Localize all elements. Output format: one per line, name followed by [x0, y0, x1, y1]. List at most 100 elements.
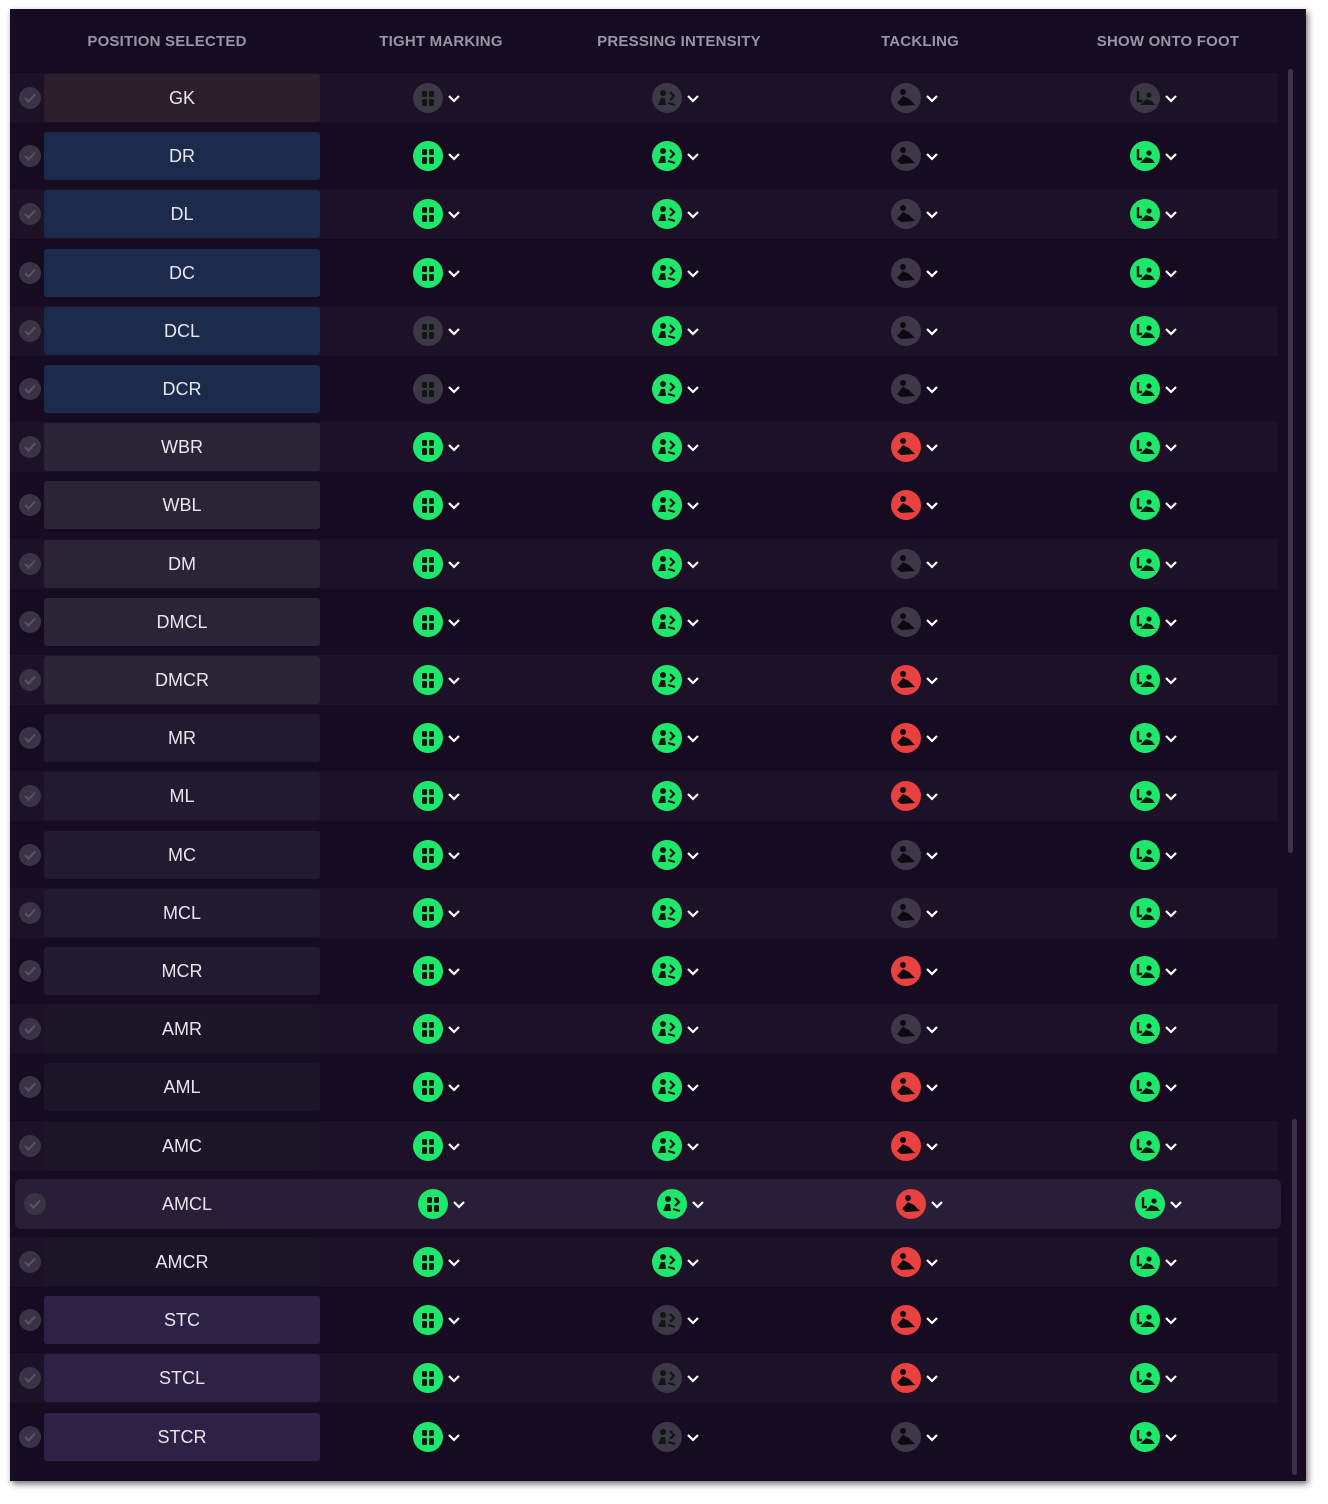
check-icon[interactable]	[19, 1076, 41, 1098]
pressing-intensity-dropdown[interactable]	[652, 781, 710, 811]
pressing-intensity-dropdown[interactable]	[652, 898, 710, 928]
position-label[interactable]: STCL	[44, 1354, 320, 1402]
pressing-intensity-dropdown[interactable]	[652, 665, 710, 695]
show-onto-foot-dropdown[interactable]	[1130, 1363, 1188, 1393]
position-label[interactable]: MCR	[44, 947, 320, 995]
show-onto-foot-dropdown[interactable]	[1130, 956, 1188, 986]
check-icon[interactable]	[19, 87, 41, 109]
scrollbar-secondary[interactable]	[1292, 1119, 1297, 1475]
show-onto-foot-dropdown[interactable]	[1130, 316, 1188, 346]
tackling-dropdown[interactable]	[891, 549, 949, 579]
check-icon[interactable]	[19, 902, 41, 924]
tackling-dropdown[interactable]	[891, 1363, 949, 1393]
tackling-dropdown[interactable]	[891, 490, 949, 520]
tackling-dropdown[interactable]	[896, 1189, 954, 1219]
tackling-dropdown[interactable]	[891, 956, 949, 986]
position-label[interactable]: AMC	[44, 1122, 320, 1170]
show-onto-foot-dropdown[interactable]	[1130, 549, 1188, 579]
tight-marking-dropdown[interactable]	[413, 1014, 471, 1044]
show-onto-foot-dropdown[interactable]	[1130, 374, 1188, 404]
tackling-dropdown[interactable]	[891, 1014, 949, 1044]
show-onto-foot-dropdown[interactable]	[1130, 1014, 1188, 1044]
tackling-dropdown[interactable]	[891, 83, 949, 113]
tight-marking-dropdown[interactable]	[418, 1189, 476, 1219]
tackling-dropdown[interactable]	[891, 316, 949, 346]
tight-marking-dropdown[interactable]	[413, 432, 471, 462]
show-onto-foot-dropdown[interactable]	[1130, 1422, 1188, 1452]
position-label[interactable]: ML	[44, 772, 320, 820]
show-onto-foot-dropdown[interactable]	[1130, 665, 1188, 695]
position-label[interactable]: MR	[44, 714, 320, 762]
tackling-dropdown[interactable]	[891, 1422, 949, 1452]
show-onto-foot-dropdown[interactable]	[1130, 898, 1188, 928]
position-label[interactable]: DL	[44, 190, 320, 238]
show-onto-foot-dropdown[interactable]	[1130, 490, 1188, 520]
pressing-intensity-dropdown[interactable]	[652, 83, 710, 113]
check-icon[interactable]	[19, 844, 41, 866]
tight-marking-dropdown[interactable]	[413, 1131, 471, 1161]
check-icon[interactable]	[19, 494, 41, 516]
tight-marking-dropdown[interactable]	[413, 1422, 471, 1452]
position-label[interactable]: WBR	[44, 423, 320, 471]
position-label[interactable]: DCL	[44, 307, 320, 355]
show-onto-foot-dropdown[interactable]	[1130, 781, 1188, 811]
check-icon[interactable]	[24, 1193, 46, 1215]
show-onto-foot-dropdown[interactable]	[1130, 1305, 1188, 1335]
pressing-intensity-dropdown[interactable]	[652, 141, 710, 171]
show-onto-foot-dropdown[interactable]	[1130, 723, 1188, 753]
check-icon[interactable]	[19, 960, 41, 982]
tackling-dropdown[interactable]	[891, 432, 949, 462]
position-label[interactable]: GK	[44, 74, 320, 122]
check-icon[interactable]	[19, 145, 41, 167]
position-label[interactable]: AMCL	[49, 1180, 325, 1228]
tight-marking-dropdown[interactable]	[413, 781, 471, 811]
check-icon[interactable]	[19, 1309, 41, 1331]
pressing-intensity-dropdown[interactable]	[652, 1422, 710, 1452]
pressing-intensity-dropdown[interactable]	[652, 1014, 710, 1044]
tackling-dropdown[interactable]	[891, 1131, 949, 1161]
check-icon[interactable]	[19, 1367, 41, 1389]
pressing-intensity-dropdown[interactable]	[652, 374, 710, 404]
position-label[interactable]: DMCL	[44, 598, 320, 646]
check-icon[interactable]	[19, 785, 41, 807]
show-onto-foot-dropdown[interactable]	[1130, 607, 1188, 637]
show-onto-foot-dropdown[interactable]	[1135, 1189, 1193, 1219]
tackling-dropdown[interactable]	[891, 898, 949, 928]
pressing-intensity-dropdown[interactable]	[652, 1072, 710, 1102]
position-label[interactable]: STC	[44, 1296, 320, 1344]
position-label[interactable]: DMCR	[44, 656, 320, 704]
check-icon[interactable]	[19, 320, 41, 342]
check-icon[interactable]	[19, 1018, 41, 1040]
tight-marking-dropdown[interactable]	[413, 258, 471, 288]
position-label[interactable]: DR	[44, 132, 320, 180]
tight-marking-dropdown[interactable]	[413, 607, 471, 637]
tight-marking-dropdown[interactable]	[413, 1305, 471, 1335]
check-icon[interactable]	[19, 436, 41, 458]
tight-marking-dropdown[interactable]	[413, 840, 471, 870]
tight-marking-dropdown[interactable]	[413, 490, 471, 520]
pressing-intensity-dropdown[interactable]	[652, 607, 710, 637]
show-onto-foot-dropdown[interactable]	[1130, 199, 1188, 229]
tight-marking-dropdown[interactable]	[413, 83, 471, 113]
tight-marking-dropdown[interactable]	[413, 141, 471, 171]
pressing-intensity-dropdown[interactable]	[652, 549, 710, 579]
tight-marking-dropdown[interactable]	[413, 316, 471, 346]
position-label[interactable]: AMR	[44, 1005, 320, 1053]
check-icon[interactable]	[19, 553, 41, 575]
tight-marking-dropdown[interactable]	[413, 1363, 471, 1393]
show-onto-foot-dropdown[interactable]	[1130, 1247, 1188, 1277]
show-onto-foot-dropdown[interactable]	[1130, 1072, 1188, 1102]
pressing-intensity-dropdown[interactable]	[652, 723, 710, 753]
check-icon[interactable]	[19, 669, 41, 691]
tackling-dropdown[interactable]	[891, 141, 949, 171]
tackling-dropdown[interactable]	[891, 665, 949, 695]
check-icon[interactable]	[19, 262, 41, 284]
tackling-dropdown[interactable]	[891, 374, 949, 404]
tight-marking-dropdown[interactable]	[413, 665, 471, 695]
tackling-dropdown[interactable]	[891, 1247, 949, 1277]
tackling-dropdown[interactable]	[891, 840, 949, 870]
tackling-dropdown[interactable]	[891, 199, 949, 229]
tackling-dropdown[interactable]	[891, 1072, 949, 1102]
check-icon[interactable]	[19, 1251, 41, 1273]
pressing-intensity-dropdown[interactable]	[657, 1189, 715, 1219]
